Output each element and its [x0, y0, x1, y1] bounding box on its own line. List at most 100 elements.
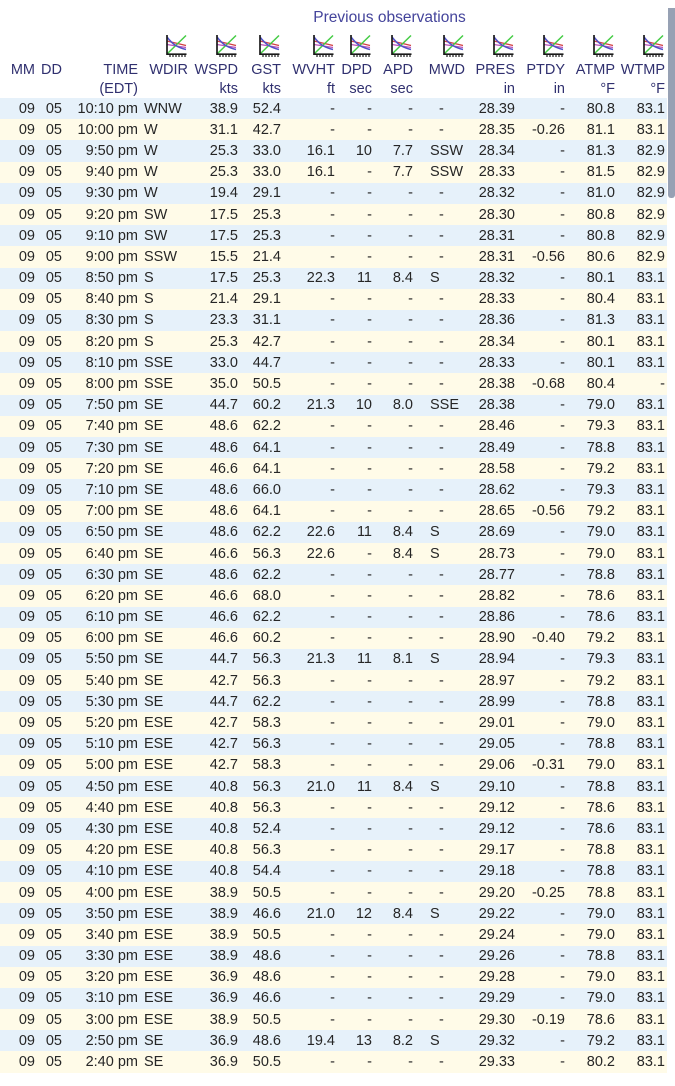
cell-gst: 21.4 [252, 248, 281, 265]
cell-mwd: S [430, 778, 440, 795]
cell-mm: 09 [18, 884, 35, 901]
cell-wtmp: 83.1 [636, 121, 665, 138]
cell-wvht: - [330, 1011, 335, 1028]
cell-wspd: 31.1 [209, 121, 238, 138]
cell-dd: 05 [45, 863, 62, 880]
cell-time: 2:40 pm [85, 1054, 138, 1071]
cell-wdir: ESE [144, 990, 174, 1007]
col-unit-wtmp: °F [650, 81, 665, 97]
cell-pres: 28.33 [478, 354, 515, 371]
table-row: 09 05 7:40 pm SE 48.6 62.2 - - - - 28.46 - 79.3 83.1 [0, 415, 667, 437]
cell-pres: 28.49 [478, 439, 515, 456]
cell-dpd: - [367, 736, 372, 753]
cell-atmp: 79.3 [586, 651, 615, 668]
cell-wdir: W [144, 142, 158, 159]
cell-wtmp: 83.1 [636, 270, 665, 287]
cell-time: 4:00 pm [85, 884, 138, 901]
table-row: 09 05 10:10 pm WNW 38.9 52.4 - - - - 28.39 - 80.8 83.… [0, 98, 667, 120]
cell-dd: 05 [45, 312, 62, 329]
cell-wdir: SSW [144, 248, 178, 265]
scrollbar-thumb[interactable] [668, 8, 675, 198]
cell-dpd: - [367, 884, 372, 901]
cell-wdir: ESE [144, 884, 174, 901]
cell-dd: 05 [45, 1032, 62, 1049]
cell-time: 9:50 pm [85, 142, 138, 159]
cell-ptdy: - [560, 969, 565, 986]
time-series-plot-icon[interactable] [309, 33, 335, 59]
table-row: 09 05 7:30 pm SE 48.6 64.1 - - - - 28.49 - 78.8 83.1 [0, 437, 667, 459]
cell-wspd: 44.7 [209, 651, 238, 668]
cell-ptdy: - [560, 863, 565, 880]
cell-dpd: - [367, 672, 372, 689]
cell-gst: 48.6 [252, 969, 281, 986]
col-label-apd: APD [383, 62, 413, 78]
cell-ptdy: - [560, 842, 565, 859]
cell-ptdy: - [560, 948, 565, 965]
cell-time: 6:50 pm [85, 524, 138, 541]
cell-mwd: - [439, 460, 444, 477]
cell-time: 8:10 pm [85, 354, 138, 371]
cell-atmp: 78.8 [586, 736, 615, 753]
col-header-dpd: DPD sec [337, 33, 374, 98]
time-series-plot-icon[interactable] [212, 33, 238, 59]
time-series-plot-icon[interactable] [589, 33, 615, 59]
cell-wtmp: 83.1 [636, 354, 665, 371]
table-row: 09 05 10:00 pm W 31.1 42.7 - - - - 28.35 -0.26 81.1 8… [0, 119, 667, 141]
cell-dpd: 10 [355, 142, 372, 159]
cell-time: 7:20 pm [85, 460, 138, 477]
cell-pres: 29.30 [478, 1011, 515, 1028]
cell-gst: 29.1 [252, 291, 281, 308]
cell-mm: 09 [18, 248, 35, 265]
time-series-plot-icon[interactable] [639, 33, 665, 59]
cell-atmp: 81.5 [586, 164, 615, 181]
cell-dpd: 13 [355, 1032, 372, 1049]
time-series-plot-icon[interactable] [489, 33, 515, 59]
cell-wspd: 46.6 [209, 587, 238, 604]
cell-mwd: - [439, 376, 444, 393]
cell-wspd: 48.6 [209, 566, 238, 583]
cell-ptdy: -0.40 [531, 630, 565, 647]
cell-mwd: - [439, 969, 444, 986]
cell-apd: 8.4 [392, 778, 413, 795]
cell-dpd: - [367, 164, 372, 181]
cell-time: 6:00 pm [85, 630, 138, 647]
cell-wvht: - [330, 185, 335, 202]
cell-mwd: S [430, 1032, 440, 1049]
cell-mwd: - [439, 990, 444, 1007]
cell-ptdy: - [560, 545, 565, 562]
cell-dpd: - [367, 609, 372, 626]
cell-mwd: SSW [430, 142, 464, 159]
cell-ptdy: - [560, 609, 565, 626]
time-series-plot-icon[interactable] [162, 33, 188, 59]
cell-mwd: - [439, 439, 444, 456]
cell-wvht: - [330, 672, 335, 689]
cell-wdir: SE [144, 672, 164, 689]
cell-dpd: - [367, 757, 372, 774]
observations-page: Previous observations MM DD TIME (EDT) WDIR W… [0, 8, 675, 1073]
time-series-plot-icon[interactable] [346, 33, 372, 59]
cell-gst: 62.2 [252, 524, 281, 541]
cell-wtmp: 83.1 [636, 757, 665, 774]
cell-atmp: 78.8 [586, 884, 615, 901]
time-series-plot-icon[interactable] [255, 33, 281, 59]
cell-mm: 09 [18, 142, 35, 159]
cell-wspd: 42.7 [209, 757, 238, 774]
table-row: 09 05 7:10 pm SE 48.6 66.0 - - - - 28.62 - 79.3 83.1 [0, 479, 667, 501]
time-series-plot-icon[interactable] [539, 33, 565, 59]
cell-wvht: - [330, 481, 335, 498]
cell-mm: 09 [18, 503, 35, 520]
cell-wtmp: 83.1 [636, 820, 665, 837]
cell-pres: 28.33 [478, 291, 515, 308]
cell-wspd: 36.9 [209, 969, 238, 986]
cell-wdir: SE [144, 693, 164, 710]
col-header-ptdy: PTDY in [517, 33, 567, 98]
cell-dpd: - [367, 820, 372, 837]
time-series-plot-icon[interactable] [439, 33, 465, 59]
cell-apd: - [408, 227, 413, 244]
time-series-plot-icon[interactable] [387, 33, 413, 59]
cell-mwd: - [439, 609, 444, 626]
cell-ptdy: - [560, 778, 565, 795]
cell-time: 7:40 pm [85, 418, 138, 435]
cell-wspd: 46.6 [209, 630, 238, 647]
cell-wspd: 35.0 [209, 376, 238, 393]
